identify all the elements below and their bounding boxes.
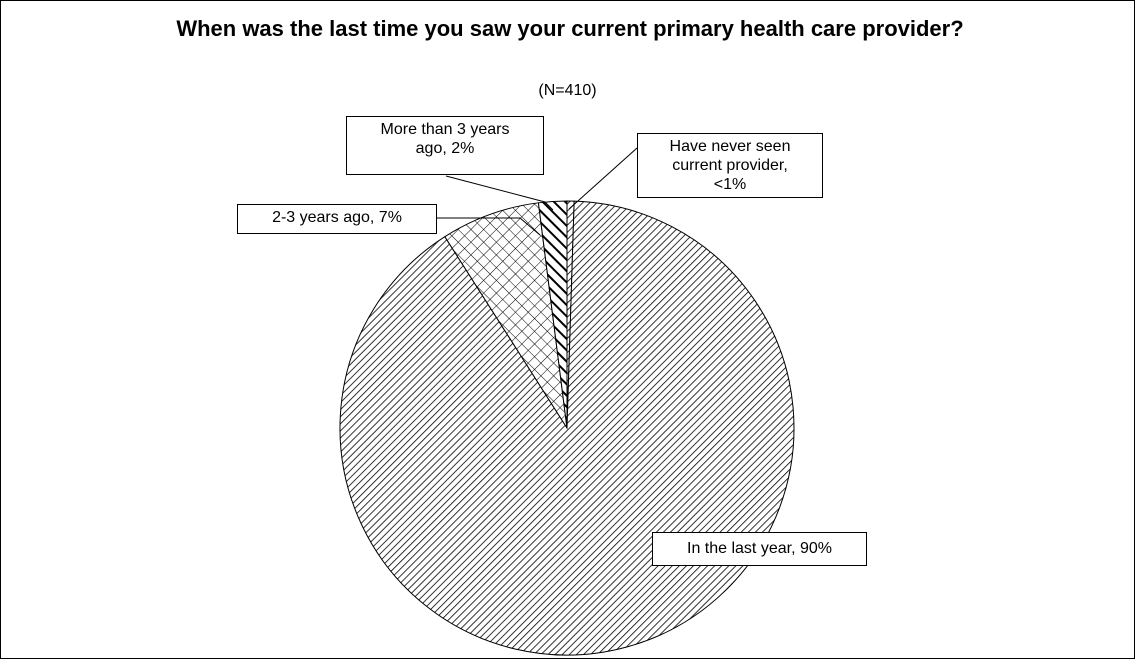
chart-subtitle: (N=410)	[538, 82, 597, 99]
leader-line-two-three	[436, 217, 541, 236]
leader-line-never-seen	[568, 147, 638, 210]
data-label-two-three: 2-3 years ago, 7%	[237, 204, 437, 234]
leader-lines	[436, 147, 638, 236]
chart-title: When was the last time you saw your curr…	[176, 16, 964, 41]
pie-slice-more-than-3-years-ago	[537, 200, 568, 429]
data-label-more-than-three: More than 3 years ago, 2%	[346, 116, 544, 175]
data-label-never-seen: Have never seen current provider, <1%	[637, 133, 823, 198]
leader-line-more-than-three	[445, 175, 554, 211]
data-label-in-last-year: In the last year, 90%	[652, 532, 867, 566]
pie-slices	[339, 200, 795, 656]
